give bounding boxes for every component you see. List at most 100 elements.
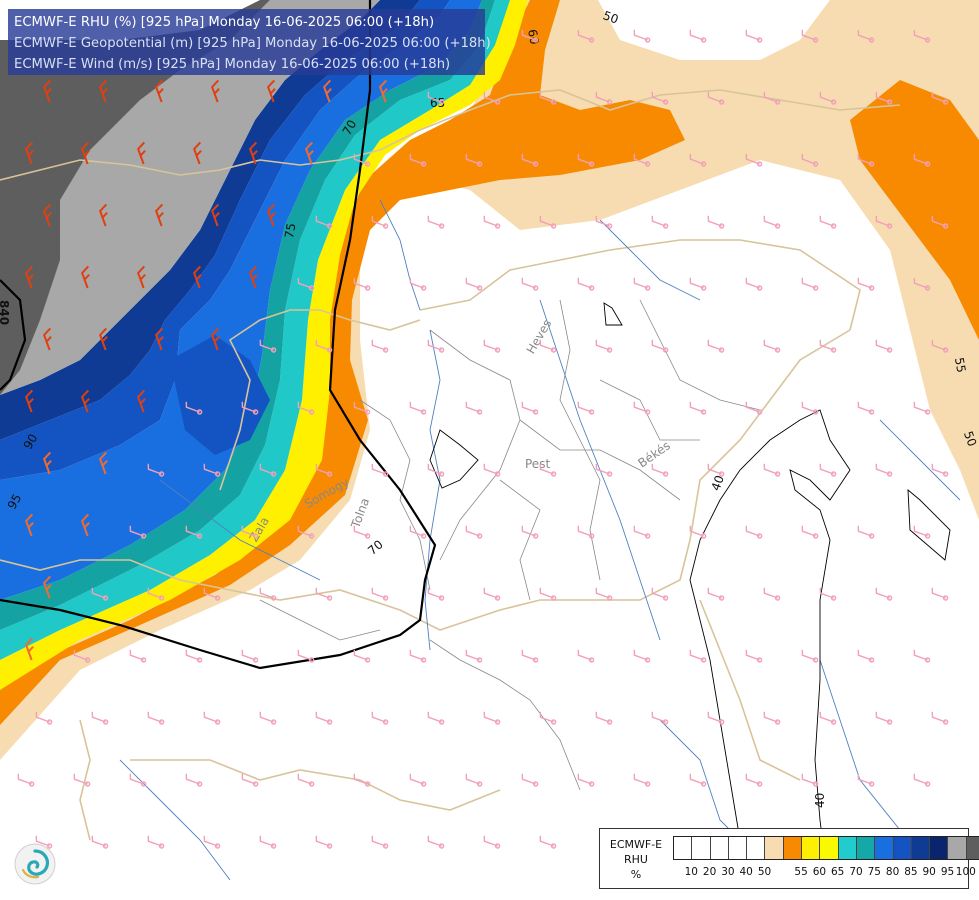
wind-barb-icon xyxy=(465,773,483,787)
wind-barb-icon xyxy=(931,587,949,601)
wind-barb-icon xyxy=(483,463,501,477)
rhu-label-50-top: 50 xyxy=(601,8,620,26)
wind-barb-icon xyxy=(819,587,837,601)
wind-barb-icon xyxy=(707,711,725,725)
wind-barb-icon xyxy=(577,773,595,787)
legend-swatch xyxy=(674,837,693,859)
wind-barb-icon xyxy=(241,773,259,787)
legend-tick-label: 75 xyxy=(867,866,881,878)
wind-barb-icon xyxy=(689,773,707,787)
wind-barb-icon xyxy=(707,91,725,105)
wind-barb-icon xyxy=(931,91,949,105)
wind-barb-icon xyxy=(98,451,108,475)
wind-barb-icon xyxy=(129,649,147,663)
wind-barb-icon xyxy=(185,773,203,787)
wind-barb-icon xyxy=(763,711,781,725)
legend-swatch xyxy=(966,837,979,859)
place-tolna: Tolna xyxy=(348,496,372,531)
wind-barb-icon xyxy=(136,389,146,413)
wind-barb-icon xyxy=(521,153,539,167)
wind-barb-icon xyxy=(745,401,763,415)
wind-barb-icon xyxy=(651,215,669,229)
legend-swatch xyxy=(930,837,949,859)
legend-swatch xyxy=(802,837,821,859)
title-rhu: ECMWF-E RHU (%) [925 hPa] Monday 16-06-2… xyxy=(14,15,435,30)
rhu-band-95 xyxy=(0,0,270,395)
wind-barb-icon xyxy=(521,277,539,291)
wind-barb-icon xyxy=(857,29,875,43)
legend-swatch xyxy=(710,837,729,859)
legend-tick-label: 55 xyxy=(794,866,808,878)
rhu-label-70: 70 xyxy=(340,117,360,137)
wind-barb-icon xyxy=(427,587,445,601)
wind-barb-icon xyxy=(651,463,669,477)
wind-barb-icon xyxy=(147,463,165,477)
wind-barb-icon xyxy=(595,463,613,477)
wind-barb-icon xyxy=(259,711,277,725)
legend-swatch xyxy=(911,837,931,859)
wind-barb-icon xyxy=(241,649,259,663)
wind-barb-icon xyxy=(707,215,725,229)
wind-barb-icon xyxy=(801,649,819,663)
wind-barb-icon xyxy=(353,525,371,539)
wind-barb-icon xyxy=(539,91,557,105)
wind-barb-icon xyxy=(763,215,781,229)
wind-barb-icon xyxy=(353,773,371,787)
wind-barb-icon xyxy=(913,401,931,415)
legend-tick-label: 100 xyxy=(955,866,976,878)
legend-tick-label: 80 xyxy=(885,866,900,878)
place-pest: Pest xyxy=(525,457,550,471)
legend-tick-label: 95 xyxy=(940,866,955,878)
wind-barb-icon xyxy=(147,711,165,725)
wind-barb-icon xyxy=(409,649,427,663)
wind-barb-icon xyxy=(248,265,258,289)
wind-barb-icon xyxy=(98,79,108,103)
wind-barb-icon xyxy=(763,463,781,477)
wind-barb-icon xyxy=(203,463,221,477)
wind-barb-icon xyxy=(266,79,276,103)
wind-barb-icon xyxy=(819,711,837,725)
wind-barb-icon xyxy=(371,463,389,477)
legend-tick-label: 10 xyxy=(684,866,698,878)
wind-barb-icon xyxy=(745,29,763,43)
wind-barb-icon xyxy=(353,277,371,291)
wind-barb-icon xyxy=(539,463,557,477)
wind-barb-icon xyxy=(651,91,669,105)
wind-barb-icon xyxy=(633,29,651,43)
legend-swatch xyxy=(765,837,784,859)
legend-var: RHU xyxy=(624,853,648,866)
wind-barb-icon xyxy=(483,835,501,849)
wind-barb-icon xyxy=(427,463,445,477)
wind-barb-icon xyxy=(913,29,931,43)
wind-barb-icon xyxy=(129,773,147,787)
wind-barb-icon xyxy=(633,525,651,539)
wind-barb-icon xyxy=(203,711,221,725)
title-geopotential: ECMWF-E Geopotential (m) [925 hPa] Monda… xyxy=(14,36,491,51)
wind-barb-icon xyxy=(17,773,35,787)
wind-barb-icon xyxy=(371,711,389,725)
wind-barb-icon xyxy=(801,277,819,291)
wind-barb-icon xyxy=(210,203,220,227)
legend-swatch xyxy=(692,837,711,859)
wind-barb-icon xyxy=(185,401,203,415)
wind-barb-icon xyxy=(689,525,707,539)
legend-swatch xyxy=(948,837,967,859)
wind-barb-icon xyxy=(315,215,333,229)
wind-barb-icon xyxy=(98,203,108,227)
wind-barb-icon xyxy=(595,339,613,353)
rhu-band-80 xyxy=(0,0,450,480)
wind-barb-icon xyxy=(427,91,445,105)
wind-barb-icon xyxy=(801,773,819,787)
wind-barb-icon xyxy=(203,835,221,849)
wind-barb-icon xyxy=(875,711,893,725)
wind-barb-icon xyxy=(241,525,259,539)
legend-swatch xyxy=(838,837,857,859)
wind-barb-icon xyxy=(409,773,427,787)
wind-barb-icon xyxy=(875,339,893,353)
wind-barb-icon xyxy=(745,649,763,663)
wind-barb-icon xyxy=(483,215,501,229)
wind-barb-icon xyxy=(192,265,202,289)
wind-barb-icon xyxy=(136,141,146,165)
wind-barb-icon xyxy=(315,463,333,477)
wind-barb-icon xyxy=(539,711,557,725)
